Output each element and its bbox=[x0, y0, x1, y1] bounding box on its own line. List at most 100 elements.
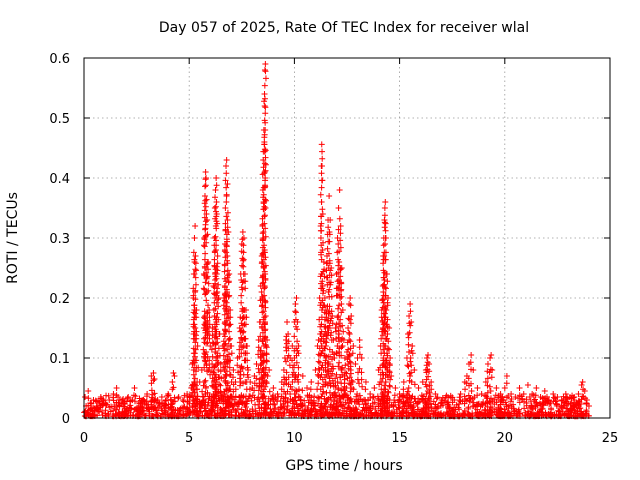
data-point bbox=[106, 397, 113, 403]
data-point bbox=[244, 407, 251, 414]
data-point bbox=[410, 403, 417, 409]
data-point bbox=[407, 301, 414, 307]
data-point bbox=[347, 295, 354, 301]
data-point bbox=[285, 345, 292, 352]
data-point bbox=[532, 392, 539, 399]
data-point bbox=[262, 197, 269, 204]
data-point bbox=[222, 327, 229, 334]
data-point bbox=[82, 394, 89, 400]
data-point bbox=[437, 411, 444, 418]
data-point bbox=[201, 314, 208, 321]
data-point bbox=[211, 284, 218, 291]
data-point bbox=[282, 394, 289, 401]
y-tick-label: 0 bbox=[62, 412, 70, 427]
data-point bbox=[337, 295, 344, 301]
data-point bbox=[497, 405, 504, 412]
data-point bbox=[192, 325, 199, 331]
data-point bbox=[392, 399, 399, 406]
data-point bbox=[226, 335, 233, 342]
data-point bbox=[356, 380, 363, 387]
data-point bbox=[555, 408, 562, 415]
data-point bbox=[87, 400, 94, 406]
data-point bbox=[141, 407, 148, 414]
data-point bbox=[217, 389, 224, 396]
data-point bbox=[319, 283, 326, 289]
data-point bbox=[154, 404, 161, 411]
data-point bbox=[204, 317, 211, 324]
data-point bbox=[318, 163, 325, 169]
data-point bbox=[347, 395, 354, 402]
data-point bbox=[190, 292, 197, 299]
data-point bbox=[240, 242, 247, 249]
data-point bbox=[247, 393, 254, 400]
data-point bbox=[291, 333, 298, 340]
data-point bbox=[224, 209, 231, 216]
data-point bbox=[330, 337, 337, 343]
data-point bbox=[389, 409, 396, 416]
data-point bbox=[326, 238, 333, 245]
data-point bbox=[283, 369, 290, 376]
data-point bbox=[329, 370, 336, 377]
data-point bbox=[266, 388, 273, 395]
data-point bbox=[358, 376, 365, 383]
data-point bbox=[97, 394, 104, 400]
data-point bbox=[224, 253, 231, 259]
data-point bbox=[213, 299, 220, 306]
data-point bbox=[226, 292, 233, 299]
data-point bbox=[262, 68, 269, 75]
data-point bbox=[350, 343, 357, 349]
data-point bbox=[192, 266, 199, 273]
data-point bbox=[323, 408, 330, 415]
data-point bbox=[226, 328, 233, 335]
data-point bbox=[222, 340, 229, 347]
data-point bbox=[563, 405, 570, 412]
data-point bbox=[336, 215, 343, 222]
data-point bbox=[423, 355, 430, 361]
data-point bbox=[386, 325, 393, 331]
data-point bbox=[214, 353, 221, 360]
data-point bbox=[400, 379, 407, 385]
data-point bbox=[381, 219, 388, 226]
data-point bbox=[348, 398, 355, 405]
data-point bbox=[407, 401, 414, 408]
data-point bbox=[427, 400, 434, 407]
data-point bbox=[521, 405, 528, 412]
data-point bbox=[261, 247, 268, 253]
data-point bbox=[575, 391, 582, 397]
data-point bbox=[225, 293, 232, 300]
data-point bbox=[338, 352, 345, 359]
data-point bbox=[230, 374, 237, 381]
data-point bbox=[481, 406, 488, 413]
data-point bbox=[515, 408, 522, 415]
data-point bbox=[191, 259, 198, 265]
data-point bbox=[437, 400, 444, 407]
data-point bbox=[263, 351, 270, 358]
data-point bbox=[528, 403, 535, 410]
data-point bbox=[326, 286, 333, 293]
data-point bbox=[386, 397, 393, 403]
data-point bbox=[199, 388, 206, 395]
data-point bbox=[338, 301, 345, 307]
data-point bbox=[242, 321, 249, 328]
data-point bbox=[214, 253, 221, 259]
data-point bbox=[358, 369, 365, 376]
data-point bbox=[203, 196, 210, 203]
data-point bbox=[262, 262, 269, 269]
data-point bbox=[239, 279, 246, 286]
data-point bbox=[261, 212, 268, 219]
data-point bbox=[184, 391, 191, 397]
data-point bbox=[272, 404, 279, 411]
data-point bbox=[371, 385, 378, 391]
data-point bbox=[204, 217, 211, 223]
data-point bbox=[349, 350, 356, 357]
data-point bbox=[503, 401, 510, 408]
data-point bbox=[148, 387, 155, 394]
data-point bbox=[204, 353, 211, 360]
data-point bbox=[295, 393, 302, 400]
data-point bbox=[548, 405, 555, 412]
data-point bbox=[215, 295, 222, 301]
data-point bbox=[239, 286, 246, 293]
y-tick-label: 0.3 bbox=[49, 232, 70, 247]
data-point bbox=[221, 268, 228, 275]
data-point bbox=[263, 344, 270, 351]
